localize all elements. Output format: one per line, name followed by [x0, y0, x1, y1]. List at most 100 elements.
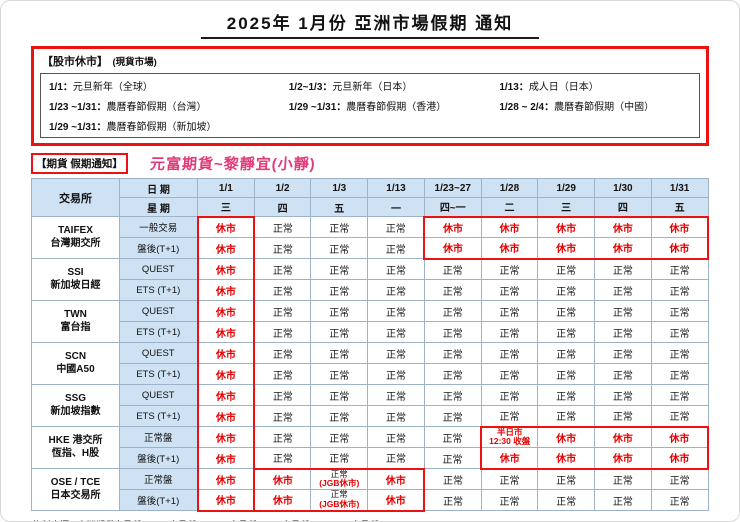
- status-cell: 休市: [196, 321, 256, 343]
- session-label: 盤後(T+1): [119, 237, 198, 259]
- status-cell: 正常: [594, 258, 652, 280]
- holiday-item: 1/1：元旦新年（全球）: [49, 82, 153, 93]
- status-cell: 正常: [367, 342, 425, 364]
- status-cell: 正常: [310, 300, 369, 322]
- status-cell: 正常: [423, 279, 482, 301]
- status-cell: 休市: [196, 384, 256, 406]
- exchange-name: OSE / TCE 日本交易所: [31, 468, 120, 512]
- status-cell: 正常: [253, 279, 312, 301]
- status-cell: 正常: [537, 384, 596, 406]
- status-cell: 正常: [650, 405, 709, 427]
- status-cell: 正常: [253, 237, 312, 259]
- status-cell: 正常: [253, 342, 312, 364]
- status-cell: 正常: [650, 384, 709, 406]
- status-cell: 休市: [423, 237, 482, 260]
- status-cell: 休市: [537, 425, 596, 449]
- status-cell: 正常: [650, 363, 709, 385]
- status-cell: 正常: [480, 300, 539, 322]
- status-cell: 休市: [594, 425, 652, 449]
- holiday-item: 1/28 ~ 2/4：農曆春節假期（中國）: [499, 102, 655, 113]
- date-header: 1/30: [594, 178, 652, 198]
- status-cell: 正常: [253, 447, 312, 470]
- status-cell: 正常: [367, 300, 425, 322]
- date-header: 1/29: [537, 178, 596, 198]
- futures-notice-row: 【期貨 假期通知】 元富期貨~黎靜宜(小靜): [31, 153, 709, 174]
- weekday-header: 三: [197, 197, 255, 217]
- session-label: 正常盤: [119, 425, 198, 449]
- status-cell: 正常: [594, 321, 652, 343]
- table-row: 盤後(T+1) 休市 正常 正常 正常 正常 休市 休市 休市 休市: [32, 447, 709, 470]
- weekday-header: 一: [367, 197, 425, 217]
- status-cell: 休市: [367, 489, 426, 512]
- status-cell: 正常 (JGB休市): [310, 467, 369, 491]
- table-row: TWN 富台指 QUEST 休市 正常 正常 正常 正常 正常 正常 正常 正常: [31, 300, 709, 343]
- session-label: 正常盤: [119, 468, 198, 491]
- status-cell: 正常: [253, 300, 312, 322]
- exchange-name: HKE 港交所 恆指、H股: [31, 425, 120, 470]
- status-cell: 正常: [537, 342, 596, 364]
- status-cell: 正常: [594, 489, 652, 512]
- weekday-header: 四: [594, 197, 652, 217]
- status-cell: 正常: [594, 384, 652, 406]
- page-title: 2025年 1月份 亞洲市場假期 通知: [200, 9, 540, 39]
- table-row: 盤後(T+1) 休市 休市 正常 (JGB休市) 休市 正常 正常 正常 正常 正常: [32, 489, 709, 512]
- corner-exchange-header: 交易所: [31, 178, 120, 217]
- exchange-name: SSI 新加坡日經: [31, 258, 120, 301]
- status-cell: 正常: [310, 425, 369, 449]
- status-cell: 正常: [537, 300, 596, 322]
- status-cell: 正常: [253, 405, 312, 427]
- session-label: ETS (T+1): [119, 405, 198, 427]
- status-cell: 休市: [196, 468, 256, 491]
- status-cell: 正常: [537, 321, 596, 343]
- status-cell: 正常: [367, 384, 425, 406]
- status-cell: 正常: [310, 279, 369, 301]
- holiday-item: 1/2~1/3：元旦新年（日本）: [288, 82, 413, 93]
- table-row: ETS (T+1) 休市 正常 正常 正常 正常 正常 正常 正常 正常: [32, 279, 709, 301]
- status-cell: 正常: [253, 321, 312, 343]
- status-cell: 正常: [310, 237, 369, 259]
- status-cell: 休市: [196, 258, 256, 280]
- status-cell: 正常: [650, 258, 709, 280]
- status-cell: 正常: [480, 321, 539, 343]
- table-header: 交易所日 期 1/1 1/2 1/3 1/13 1/23~27 1/28 1/29 1/30 1/…: [31, 178, 709, 217]
- session-label: 盤後(T+1): [119, 447, 198, 470]
- table-row: SSI 新加坡日經 QUEST 休市 正常 正常 正常 正常 正常 正常 正常 正常: [31, 258, 709, 301]
- status-cell: 正常: [594, 363, 652, 385]
- status-cell: 正常: [480, 405, 539, 427]
- session-label: QUEST: [119, 384, 198, 406]
- data-source-text: 資料來源：台灣期貨交易所、SGX交易所、HKEX交易所、JPX交易所、TOCOM…: [33, 518, 709, 521]
- exchange-name: SCN 中國A50: [31, 342, 120, 385]
- status-cell: 休市: [594, 237, 652, 260]
- status-cell: 正常: [367, 363, 425, 385]
- holiday-item: 1/13：成人日（日本）: [499, 82, 599, 93]
- status-cell: 正常: [537, 489, 596, 512]
- status-cell: 正常: [310, 321, 369, 343]
- status-cell: 正常: [367, 425, 425, 449]
- status-cell: 正常: [480, 384, 539, 406]
- session-label: ETS (T+1): [119, 279, 198, 301]
- session-label: QUEST: [119, 342, 198, 364]
- holiday-item: 1/29 ~1/31：農曆春節假期（香港）: [288, 102, 447, 113]
- session-label: QUEST: [119, 258, 198, 280]
- status-cell: 正常: [480, 363, 539, 385]
- status-cell: 正常: [367, 447, 425, 470]
- status-cell: 休市: [367, 467, 426, 491]
- stock-section-header: 【股市休市】 (現貨市場): [42, 52, 700, 70]
- weekday-header: 二: [480, 197, 539, 217]
- status-cell: 休市: [537, 237, 596, 260]
- table-row: SCN 中國A50 QUEST 休市 正常 正常 正常 正常 正常 正常 正常 正常: [31, 342, 709, 385]
- status-cell: 正常: [537, 363, 596, 385]
- status-cell: 休市: [650, 237, 709, 260]
- status-cell: 正常: [650, 342, 709, 364]
- date-header: 1/3: [310, 178, 369, 198]
- exchange-name: TWN 富台指: [31, 300, 120, 343]
- status-cell: 正常: [310, 363, 369, 385]
- weekday-header: 四: [253, 197, 312, 217]
- date-row-label: 日 期: [119, 178, 198, 198]
- status-cell: 正常: [310, 447, 369, 470]
- status-cell: 半日市 12:30 收盤: [480, 425, 539, 449]
- status-cell: 正常: [594, 342, 652, 364]
- weekday-header: 四~一: [423, 197, 482, 217]
- status-cell: 正常: [423, 405, 482, 427]
- status-cell: 休市: [253, 467, 312, 491]
